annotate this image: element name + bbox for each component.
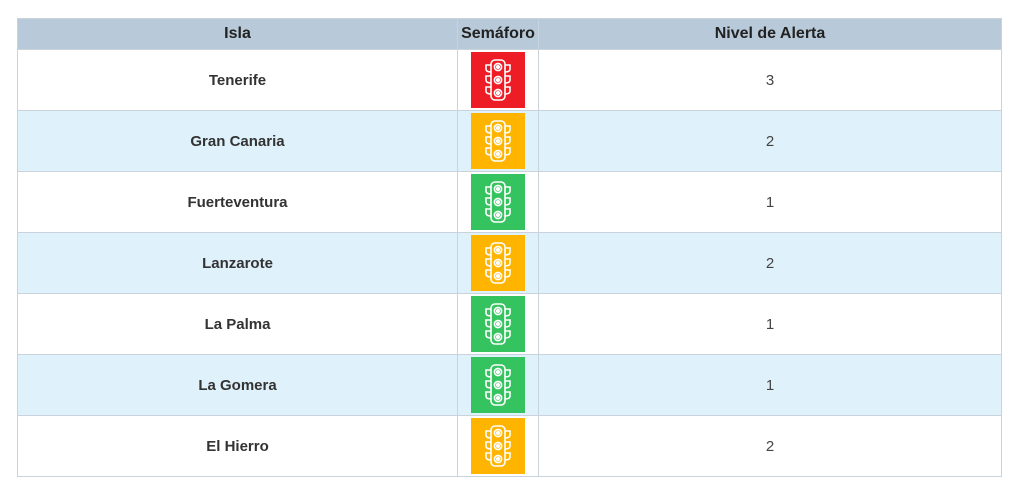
header-semaforo: Semáforo <box>457 18 539 50</box>
semaforo-cell <box>457 110 539 172</box>
traffic-light-icon <box>471 296 525 352</box>
nivel-cell: 1 <box>538 354 1002 416</box>
table-row: La Palma 1 <box>17 293 1002 355</box>
table-row: La Gomera 1 <box>17 354 1002 416</box>
table-header-row: Isla Semáforo Nivel de Alerta <box>17 18 1002 50</box>
traffic-light-icon <box>471 52 525 108</box>
isla-cell: El Hierro <box>17 415 458 477</box>
nivel-cell: 2 <box>538 415 1002 477</box>
isla-cell: Tenerife <box>17 49 458 111</box>
traffic-light-icon <box>471 418 525 474</box>
isla-cell: Fuerteventura <box>17 171 458 233</box>
nivel-cell: 3 <box>538 49 1002 111</box>
table-row: Tenerife 3 <box>17 49 1002 111</box>
semaforo-cell <box>457 171 539 233</box>
nivel-cell: 2 <box>538 232 1002 294</box>
table-row: El Hierro 2 <box>17 415 1002 477</box>
semaforo-cell <box>457 232 539 294</box>
isla-cell: La Palma <box>17 293 458 355</box>
alert-table: Isla Semáforo Nivel de Alerta Tenerife 3… <box>17 18 1002 477</box>
header-isla: Isla <box>17 18 458 50</box>
semaforo-cell <box>457 49 539 111</box>
semaforo-cell <box>457 293 539 355</box>
semaforo-cell <box>457 415 539 477</box>
semaforo-cell <box>457 354 539 416</box>
nivel-cell: 1 <box>538 171 1002 233</box>
traffic-light-icon <box>471 113 525 169</box>
traffic-light-icon <box>471 357 525 413</box>
table-row: Gran Canaria 2 <box>17 110 1002 172</box>
table-row: Fuerteventura 1 <box>17 171 1002 233</box>
nivel-cell: 1 <box>538 293 1002 355</box>
table-row: Lanzarote 2 <box>17 232 1002 294</box>
isla-cell: Gran Canaria <box>17 110 458 172</box>
traffic-light-icon <box>471 174 525 230</box>
nivel-cell: 2 <box>538 110 1002 172</box>
traffic-light-icon <box>471 235 525 291</box>
isla-cell: Lanzarote <box>17 232 458 294</box>
isla-cell: La Gomera <box>17 354 458 416</box>
header-nivel: Nivel de Alerta <box>538 18 1002 50</box>
